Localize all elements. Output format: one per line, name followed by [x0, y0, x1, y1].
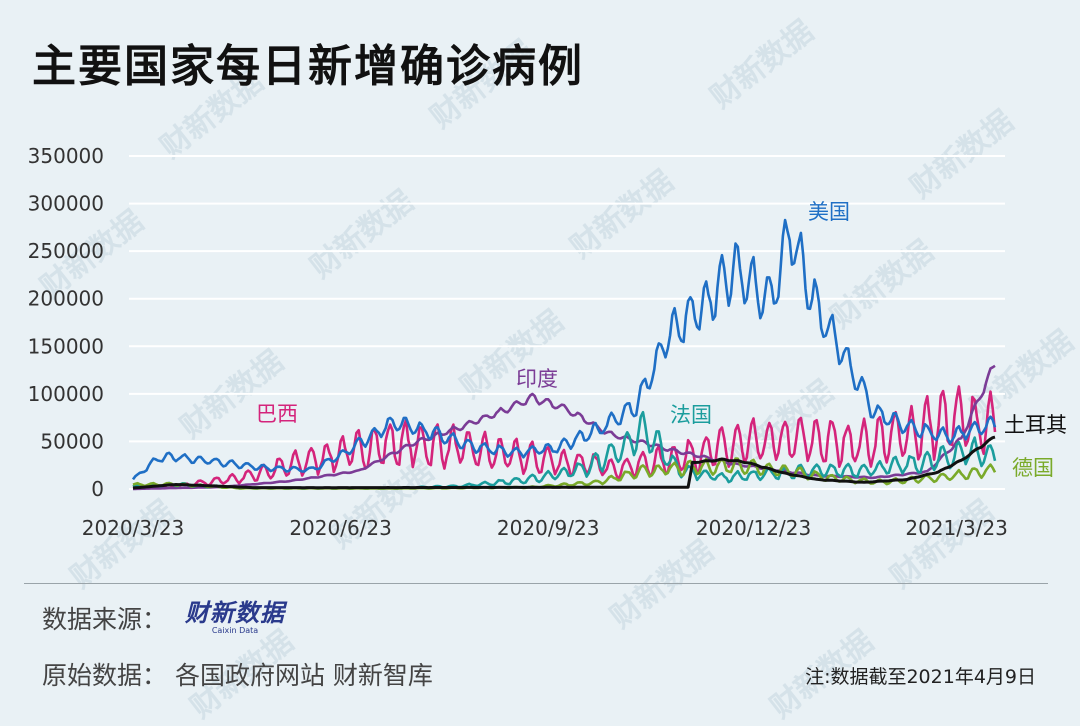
y-tick-label: 0 [91, 477, 104, 501]
x-tick-label: 2020/12/23 [696, 516, 811, 540]
x-tick-label: 2021/3/23 [905, 516, 1008, 540]
y-axis-ticks: 0 50000 100000 150000 200000 250000 300000 3500… [28, 144, 104, 501]
y-tick-label: 200000 [28, 287, 104, 311]
original-data-label: 原始数据： 各国政府网站 财新智库 [42, 661, 433, 690]
x-tick-label: 2020/9/23 [497, 516, 600, 540]
y-tick-label: 50000 [40, 429, 104, 453]
series-label-法国: 法国 [670, 403, 712, 427]
series-label-土耳其: 土耳其 [1004, 413, 1067, 437]
x-tick-label: 2020/6/23 [289, 516, 392, 540]
y-tick-label: 100000 [28, 382, 104, 406]
series-label-美国: 美国 [808, 200, 850, 224]
page-title: 主要国家每日新增确诊病例 [32, 41, 584, 92]
series-lines [131, 218, 997, 491]
series-line-巴西 [132, 385, 997, 490]
series-line-美国 [131, 218, 997, 481]
cutoff-note: 注:数据截至2021年4月9日 [805, 666, 1036, 688]
caixin-data-logo: 财新数据 Caixin Data [185, 601, 285, 635]
logo-text: 财新数据 [185, 599, 286, 627]
series-label-印度: 印度 [516, 367, 558, 391]
footer-divider [24, 583, 1048, 584]
source-label: 数据来源： [42, 605, 168, 634]
x-axis-ticks: 2020/3/23 2020/6/23 2020/9/23 2020/12/23 202… [82, 516, 1008, 540]
grid-lines [129, 155, 1005, 490]
series-line-土耳其 [132, 435, 996, 490]
y-tick-label: 150000 [28, 334, 104, 358]
logo-subtext: Caixin Data [211, 626, 259, 635]
series-line-印度 [133, 364, 996, 491]
series-label-巴西: 巴西 [256, 402, 298, 426]
y-tick-label: 350000 [28, 144, 104, 168]
series-label-德国: 德国 [1012, 456, 1054, 480]
y-tick-label: 300000 [28, 192, 104, 216]
line-chart: 0 50000 100000 150000 200000 250000 300000 3500… [28, 144, 1067, 540]
x-tick-label: 2020/3/23 [82, 516, 185, 540]
y-tick-label: 250000 [28, 239, 104, 263]
source-row: 数据来源： 财新数据 Caixin Data [42, 600, 285, 636]
